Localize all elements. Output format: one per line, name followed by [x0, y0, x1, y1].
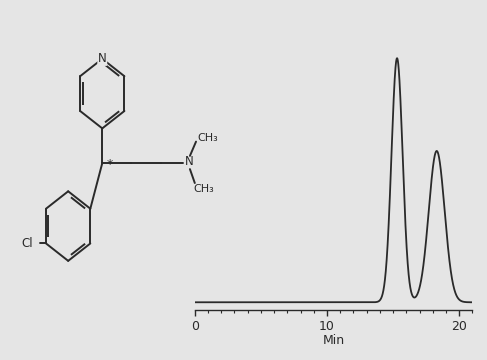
Text: N: N: [185, 155, 193, 168]
Text: N: N: [98, 52, 107, 65]
Text: *: *: [107, 158, 113, 171]
Text: Cl: Cl: [21, 237, 33, 250]
X-axis label: Min: Min: [322, 334, 345, 347]
Text: CH₃: CH₃: [194, 184, 214, 194]
Text: CH₃: CH₃: [197, 132, 218, 143]
